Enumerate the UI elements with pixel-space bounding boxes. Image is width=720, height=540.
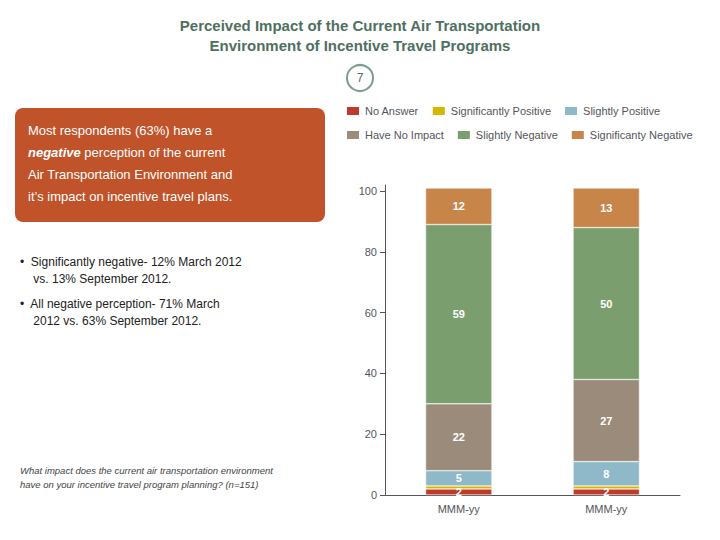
svg-text:2: 2 bbox=[603, 486, 609, 498]
svg-text:2012 vs. 63% September 2012.: 2012 vs. 63% September 2012. bbox=[20, 314, 201, 328]
svg-text:80: 80 bbox=[365, 246, 377, 258]
svg-text:Perceived Impact of the Curren: Perceived Impact of the Current Air Tran… bbox=[180, 17, 540, 34]
svg-text:Most respondents (63%) have a: Most respondents (63%) have a bbox=[28, 123, 213, 138]
svg-text:Have No Impact: Have No Impact bbox=[365, 129, 444, 141]
svg-text:8: 8 bbox=[603, 468, 609, 480]
svg-text:5: 5 bbox=[456, 472, 462, 484]
svg-text:MMM-yy: MMM-yy bbox=[585, 503, 628, 515]
svg-text:negative: negative bbox=[28, 145, 81, 160]
svg-text:22: 22 bbox=[453, 431, 465, 443]
svg-text:Environment of Incentive Trave: Environment of Incentive Travel Programs bbox=[210, 37, 511, 54]
svg-text:12: 12 bbox=[453, 200, 465, 212]
svg-text:20: 20 bbox=[365, 428, 377, 440]
svg-text:7: 7 bbox=[357, 71, 364, 85]
svg-text:59: 59 bbox=[453, 308, 465, 320]
svg-text:100: 100 bbox=[359, 185, 377, 197]
svg-text:What impact does the current a: What impact does the current air transpo… bbox=[20, 465, 273, 476]
svg-text:MMM-yy: MMM-yy bbox=[438, 503, 481, 515]
svg-text:60: 60 bbox=[365, 307, 377, 319]
svg-text:• All negative perception- 71: • All negative perception- 71% March bbox=[20, 297, 220, 311]
svg-text:vs. 13% September 2012.: vs. 13% September 2012. bbox=[20, 272, 171, 286]
svg-text:Significantly Positive: Significantly Positive bbox=[451, 105, 551, 117]
svg-text:Air Transportation Environment: Air Transportation Environment and bbox=[28, 167, 233, 182]
svg-text:2: 2 bbox=[456, 486, 462, 498]
svg-text:0: 0 bbox=[371, 489, 377, 501]
svg-text:50: 50 bbox=[600, 298, 612, 310]
svg-text:No Answer: No Answer bbox=[365, 105, 419, 117]
svg-text:Slightly Positive: Slightly Positive bbox=[583, 105, 660, 117]
svg-text:Slightly Negative: Slightly Negative bbox=[476, 129, 558, 141]
svg-text:13: 13 bbox=[600, 202, 612, 214]
svg-text:40: 40 bbox=[365, 367, 377, 379]
svg-text:perception of the current: perception of the current bbox=[81, 145, 226, 160]
svg-text:have on your incentive travel: have on your incentive travel program pl… bbox=[20, 479, 258, 490]
svg-text:27: 27 bbox=[600, 415, 612, 427]
svg-text:Significanty Negative: Significanty Negative bbox=[590, 129, 693, 141]
svg-text:it’s impact on incentive trave: it’s impact on incentive travel plans. bbox=[28, 189, 232, 204]
svg-text:• Significantly negative- 12%: • Significantly negative- 12% March 2012 bbox=[20, 255, 242, 269]
